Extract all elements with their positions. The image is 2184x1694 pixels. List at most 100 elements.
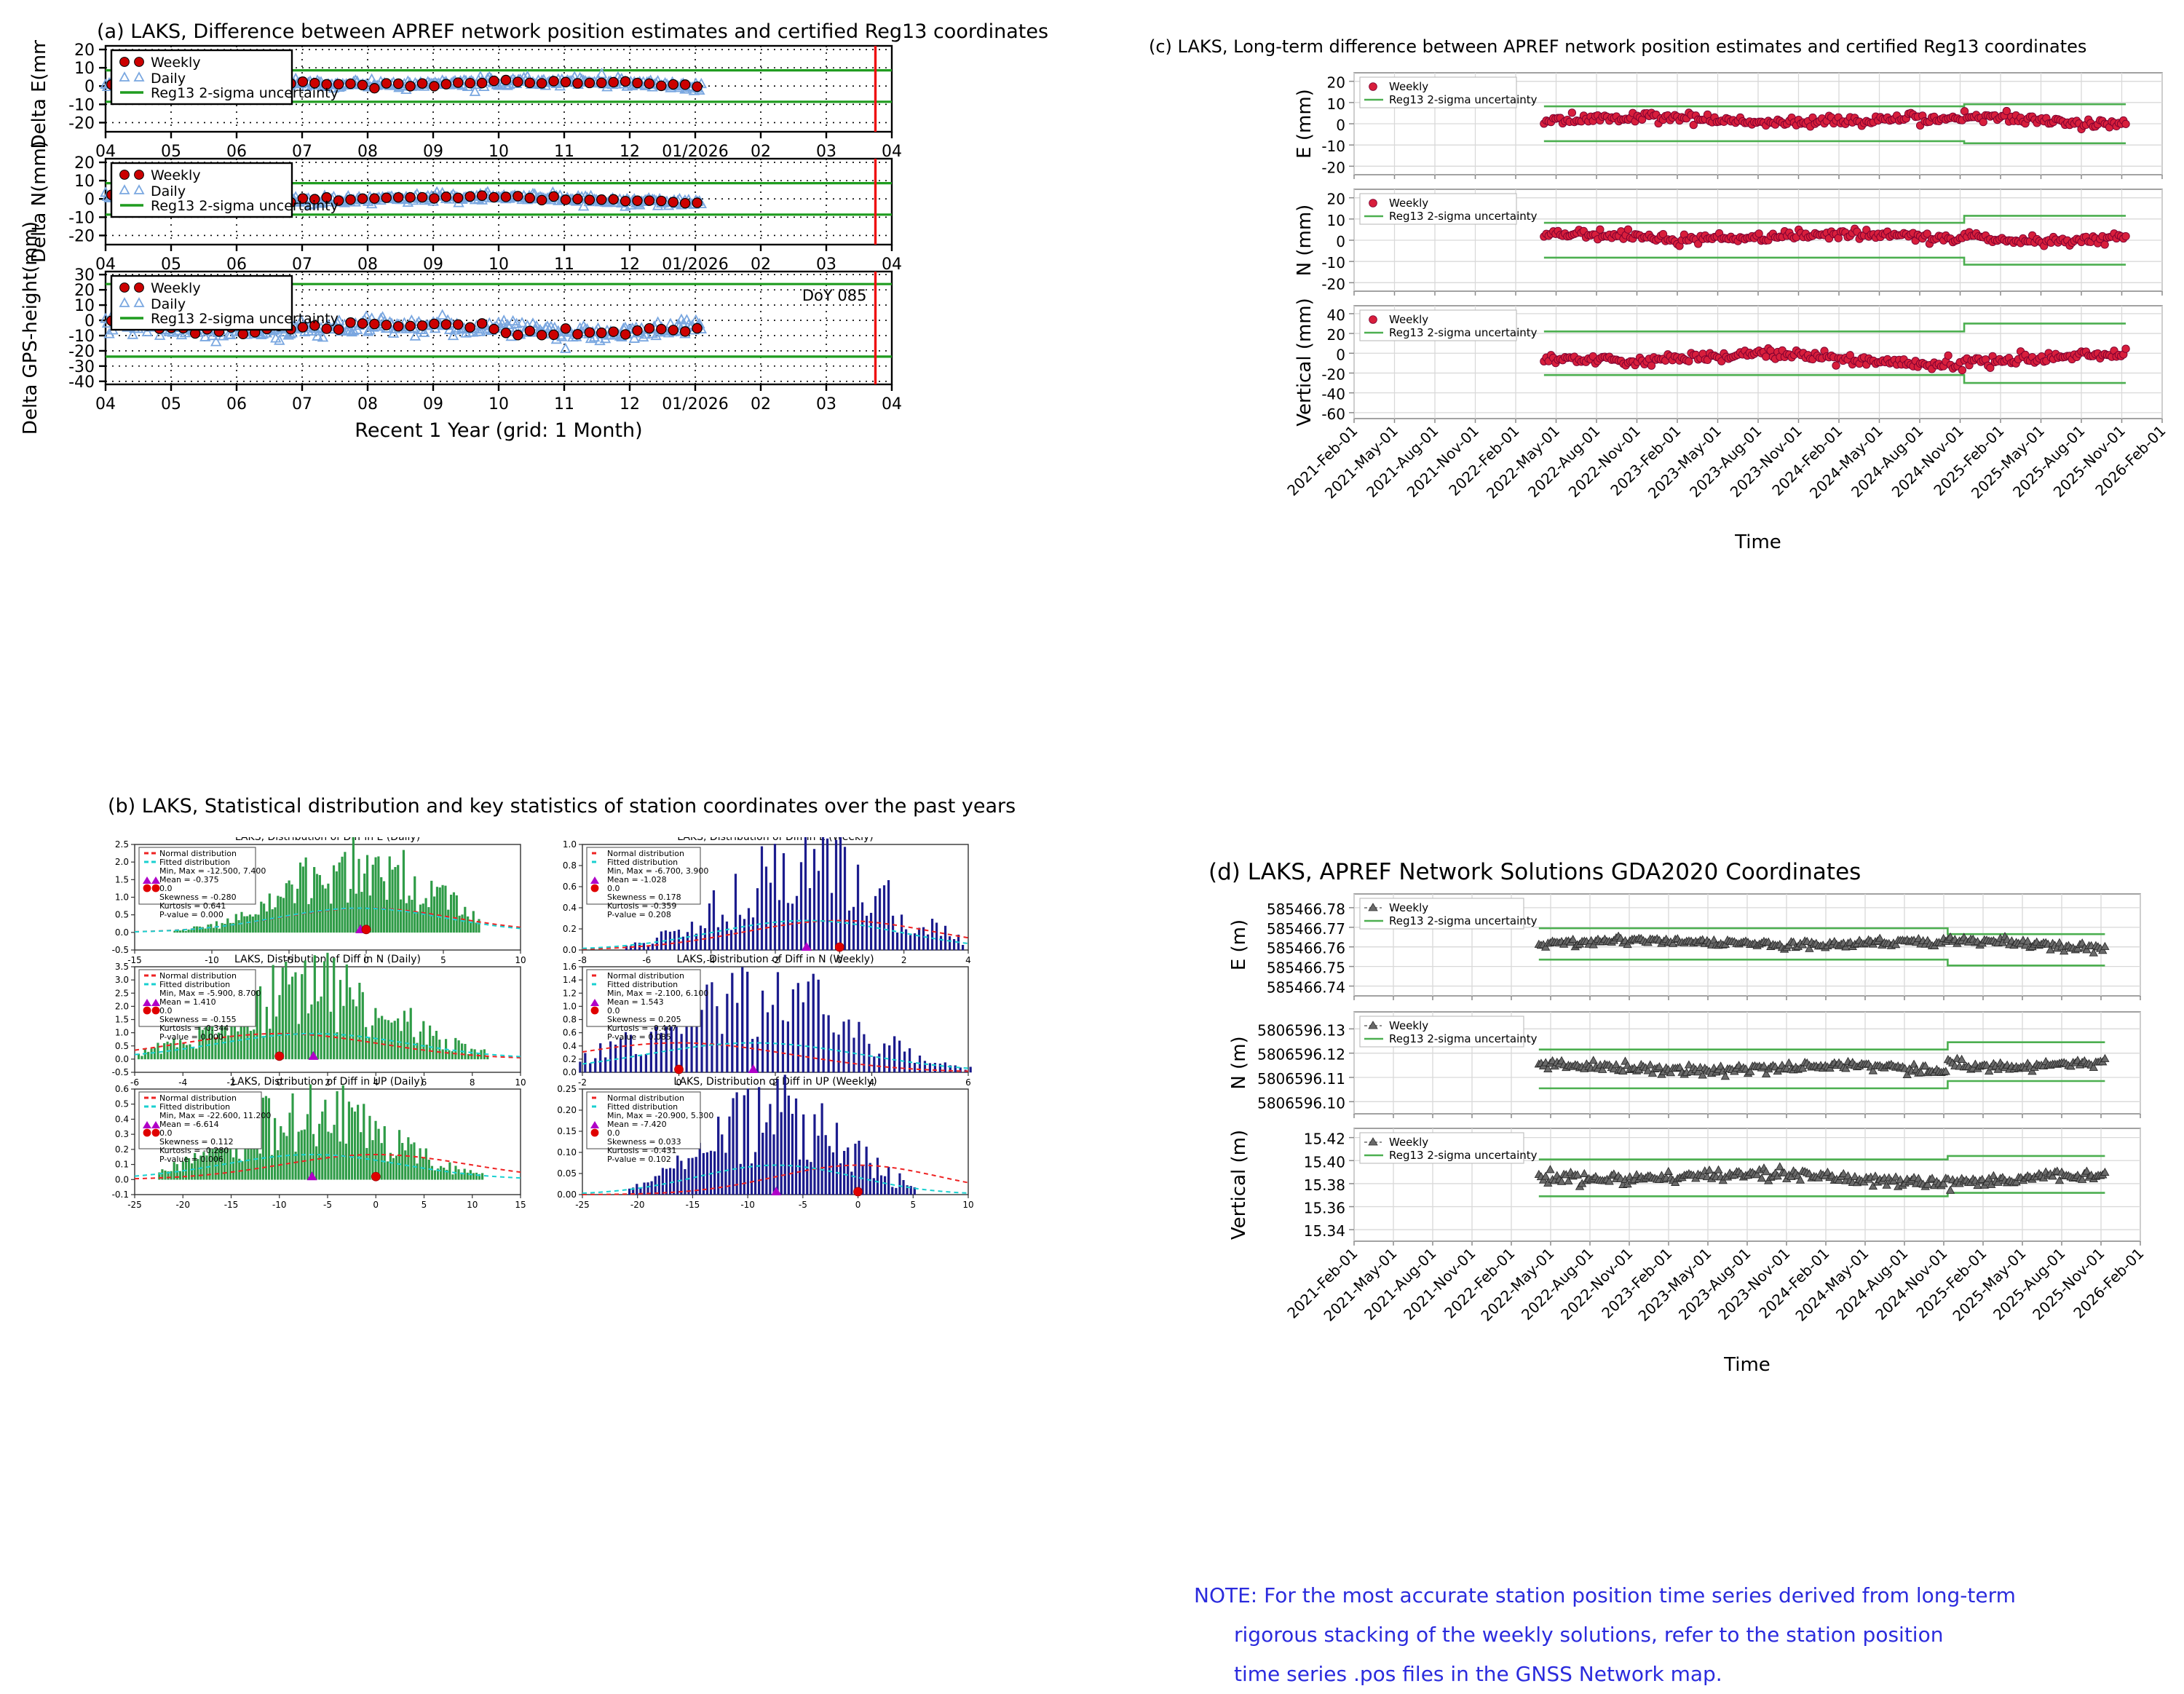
x-tick-label: 07 <box>292 395 312 413</box>
hist-bar <box>609 1041 612 1073</box>
weekly-marker <box>1923 1179 1932 1188</box>
x-tick-label: -5 <box>323 1200 332 1210</box>
weekly-marker <box>309 78 320 89</box>
hist-bar <box>244 1148 247 1180</box>
weekly-marker <box>536 78 547 89</box>
hist-bar <box>668 1168 672 1195</box>
legend-zero-icon <box>151 884 160 892</box>
hist-bar <box>796 983 799 1073</box>
y-axis-label: E (mm) <box>1294 89 1315 159</box>
legend-weekly-icon <box>119 282 130 293</box>
y-tick-label: 0 <box>84 78 95 96</box>
hist-bar <box>756 888 759 951</box>
hist-bar <box>238 1158 241 1180</box>
hist-bar <box>760 846 764 951</box>
legend-label-sigma: Reg13 2-sigma uncertainty <box>1389 326 1538 339</box>
hist-bar <box>478 1173 481 1180</box>
y-tick-label: 5806596.11 <box>1257 1070 1345 1088</box>
hist-bar <box>282 898 285 933</box>
hist-bar <box>365 855 369 933</box>
weekly-marker <box>2023 936 2033 945</box>
hist-bar <box>776 1079 779 1195</box>
hist-bar <box>687 1157 690 1195</box>
hist-bar <box>164 1171 167 1180</box>
legend-zero: 0.0 <box>159 1128 173 1138</box>
legend-label-sigma: Reg13 2-sigma uncertainty <box>1389 93 1538 106</box>
hist-bar <box>642 943 646 951</box>
hist-bar <box>429 1025 432 1060</box>
hist-title: LAKS, Distribution of Diff in UP (Weekly… <box>673 1076 877 1088</box>
hist-bar <box>450 895 453 933</box>
x-tick-label: -10 <box>272 1200 287 1210</box>
y-tick-label: 0.8 <box>563 860 577 871</box>
y-tick-label: 2.0 <box>115 1001 129 1011</box>
weekly-marker <box>560 194 571 205</box>
weekly-marker <box>321 79 332 90</box>
weekly-marker <box>416 78 428 89</box>
x-tick-label: -25 <box>127 1200 142 1210</box>
hist-bar <box>817 1136 820 1195</box>
weekly-marker <box>656 323 667 335</box>
hist-bar <box>368 895 371 933</box>
hist-bar <box>310 1004 313 1060</box>
hist-bar <box>173 930 176 933</box>
weekly-marker <box>1714 1165 1723 1173</box>
y-tick-label: 0.5 <box>115 1041 129 1051</box>
hist-bar <box>344 852 347 933</box>
hist-bar <box>721 914 724 951</box>
hist-bar <box>435 1031 438 1060</box>
y-tick-label: 0 <box>1336 233 1345 250</box>
hist-bar <box>430 1165 433 1180</box>
hist-bar <box>731 973 734 1073</box>
x-tick-label: 5 <box>910 1200 916 1210</box>
hist-bar <box>187 929 190 933</box>
weekly-marker <box>392 321 404 332</box>
y-tick-label: 585466.75 <box>1267 959 1345 977</box>
legend-minmax: Min, Max = -5.900, 8.700 <box>159 989 261 998</box>
legend-box <box>1359 309 1517 341</box>
hist-bar <box>270 1155 274 1180</box>
hist-bar <box>409 1008 412 1060</box>
legend-weekly-icon <box>1369 82 1377 91</box>
weekly-marker <box>620 196 631 207</box>
hist-bar <box>791 989 794 1073</box>
weekly-marker <box>440 191 452 202</box>
hist-bar <box>274 907 277 933</box>
hist-bar <box>374 1008 377 1060</box>
hist-bar <box>781 1020 785 1073</box>
hist-bar <box>721 1034 724 1073</box>
legend-box <box>586 847 701 905</box>
legend-zero-icon <box>151 1006 160 1015</box>
y-tick-label: 1.2 <box>563 988 577 998</box>
weekly-series <box>1534 1162 2110 1194</box>
hist-bar <box>339 1141 341 1180</box>
hist-bar <box>179 930 182 933</box>
hist-bar <box>433 896 436 933</box>
weekly-marker <box>668 197 678 207</box>
mean-marker <box>748 1064 759 1073</box>
weekly-marker <box>2002 106 2011 116</box>
legend-minmax: Min, Max = -2.100, 6.100 <box>607 989 708 998</box>
weekly-marker <box>1572 1170 1583 1179</box>
weekly-marker <box>608 194 619 205</box>
hist-bar <box>444 885 447 933</box>
panel-b-hist-5: LAKS, Distribution of Diff in UP (Weekly… <box>557 1074 974 1210</box>
hist-bar <box>232 1157 235 1180</box>
hist-bar <box>321 884 324 933</box>
sigma-band <box>1538 1041 2105 1050</box>
hist-bar <box>461 914 464 933</box>
hist-bar <box>218 928 221 933</box>
weekly-marker <box>429 193 440 204</box>
hist-bar <box>852 906 855 951</box>
legend-box <box>138 1091 262 1149</box>
legend-minmax: Min, Max = -20.900, 5.300 <box>607 1111 713 1120</box>
y-tick-label: 0.0 <box>563 945 577 955</box>
weekly-marker <box>309 194 320 205</box>
y-tick-label: 30 <box>74 266 95 285</box>
hist-bar <box>377 1018 380 1060</box>
daily-marker <box>596 67 608 79</box>
daily-marker <box>556 331 568 341</box>
weekly-marker <box>2121 344 2130 353</box>
hist-bar <box>201 1029 205 1060</box>
hist-bar <box>363 1104 365 1180</box>
